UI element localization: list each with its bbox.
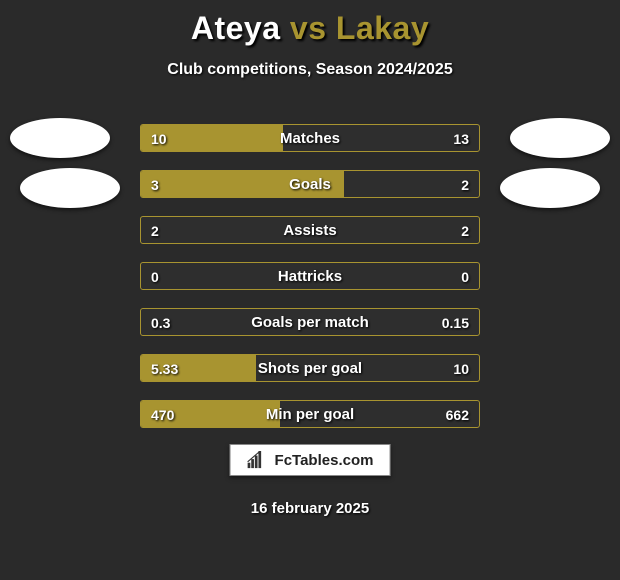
stat-value-left: 10 [151,125,167,151]
stat-label: Min per goal [141,401,479,427]
logo-box: FcTables.com [230,444,391,476]
stat-row: Shots per goal5.33 10 [140,354,480,382]
stat-row: Assists2 2 [140,216,480,244]
stat-row: Matches10 13 [140,124,480,152]
stat-value-left: 2 [151,217,159,243]
stat-label: Assists [141,217,479,243]
stat-value-left: 0 [151,263,159,289]
stat-label: Hattricks [141,263,479,289]
stat-row: Goals per match0.3 0.15 [140,308,480,336]
stat-label: Goals [141,171,479,197]
stat-row: Min per goal470 662 [140,400,480,428]
stat-value-right: 10 [453,355,469,381]
player2-name: Lakay [336,10,429,46]
stat-value-left: 0.3 [151,309,170,335]
stat-value-right: 13 [453,125,469,151]
stat-value-right: 0.15 [442,309,469,335]
stat-label: Matches [141,125,479,151]
stat-value-right: 662 [446,401,469,427]
stat-value-right: 2 [461,217,469,243]
stat-row: Hattricks0 0 [140,262,480,290]
stat-label: Shots per goal [141,355,479,381]
stat-value-right: 2 [461,171,469,197]
avatar-right2 [500,168,600,208]
stat-value-left: 3 [151,171,159,197]
stat-value-left: 5.33 [151,355,178,381]
stat-label: Goals per match [141,309,479,335]
avatar-left2 [20,168,120,208]
stat-value-left: 470 [151,401,174,427]
stat-row: Goals3 2 [140,170,480,198]
page-title: Ateya vs Lakay [0,0,620,47]
subtitle: Club competitions, Season 2024/2025 [0,61,620,79]
logo-text: FcTables.com [275,452,374,469]
fctables-icon [247,451,269,469]
avatar-right1 [510,118,610,158]
stat-value-right: 0 [461,263,469,289]
player1-name: Ateya [191,10,281,46]
avatar-left1 [10,118,110,158]
comparison-chart: Matches1013Goals32Assists22Hattricks00Go… [140,124,480,446]
date-text: 16 february 2025 [0,500,620,517]
vs-text: vs [290,10,327,46]
